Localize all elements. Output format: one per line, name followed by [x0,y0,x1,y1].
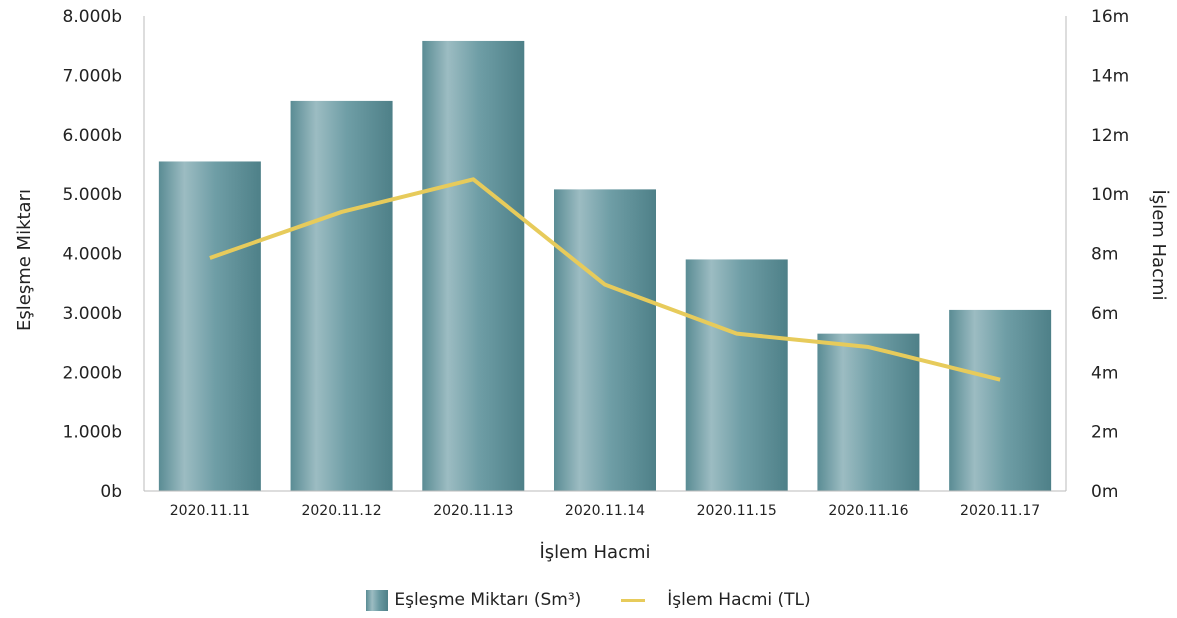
legend-item-bar: Eşleşme Miktarı (Sm³) [366,589,582,611]
y2-tick-label: 12m [1091,126,1129,146]
legend-line-label: İşlem Hacmi (TL) [667,590,811,610]
bar-2020.11.15 [685,259,788,491]
y2-tick-label: 4m [1091,363,1118,383]
y2-tick-label: 6m [1091,304,1118,324]
line-path [209,177,1001,382]
line-series [209,177,1001,382]
y-tick-label: 2.000b [63,363,122,383]
bar-series [158,40,1052,491]
y2-tick-label: 0m [1091,482,1118,502]
bar-2020.11.17 [949,309,1052,491]
x-tick-label: 2020.11.13 [433,503,513,519]
bar-2020.11.16 [817,333,920,491]
x-tick-label: 2020.11.11 [170,503,250,519]
y-tick-label: 7.000b [63,66,122,86]
y-tick-label: 1.000b [63,423,122,443]
y-tick-label: 3.000b [63,304,122,324]
y-tick-label: 8.000b [63,7,122,27]
tick-labels: 0b 1.000b 2.000b 3.000b 4.000b 5.000b 6.000b 7.… [63,7,1130,519]
bar-2020.11.13 [422,40,525,491]
x-tick-label: 2020.11.12 [301,503,381,519]
y-tick-label: 4.000b [63,245,122,265]
y-tick-label: 0b [100,482,122,502]
legend-item-line: İşlem Hacmi (TL) [621,590,811,610]
y2-tick-label: 10m [1091,185,1129,205]
x-tick-label: 2020.11.14 [565,503,645,519]
bar-2020.11.11 [158,161,261,491]
y-axis-title: Eşleşme Miktarı [14,189,35,331]
y2-axis-title: İşlem Hacmi [1148,189,1169,300]
x-tick-label: 2020.11.16 [828,503,908,519]
legend-line-swatch [621,598,646,602]
legend: Eşleşme Miktarı (Sm³) İşlem Hacmi (TL) [0,587,1177,613]
axes [143,16,1067,492]
y2-tick-label: 2m [1091,423,1118,443]
bar-2020.11.14 [554,189,656,491]
y2-tick-label: 14m [1091,66,1129,86]
y2-tick-label: 8m [1091,245,1118,265]
legend-bar-label: Eşleşme Miktarı (Sm³) [394,590,582,610]
legend-bar-swatch [366,589,389,611]
y2-tick-label: 16m [1091,7,1129,27]
chart: 0b 1.000b 2.000b 3.000b 4.000b 5.000b 6.000b 7.… [14,7,1169,563]
x-tick-label: 2020.11.15 [697,503,777,519]
y-tick-label: 5.000b [63,185,122,205]
x-tick-label: 2020.11.17 [960,503,1040,519]
bar-2020.11.12 [290,100,393,491]
y-tick-label: 6.000b [63,126,122,146]
x-axis-title: İşlem Hacmi [539,542,650,563]
